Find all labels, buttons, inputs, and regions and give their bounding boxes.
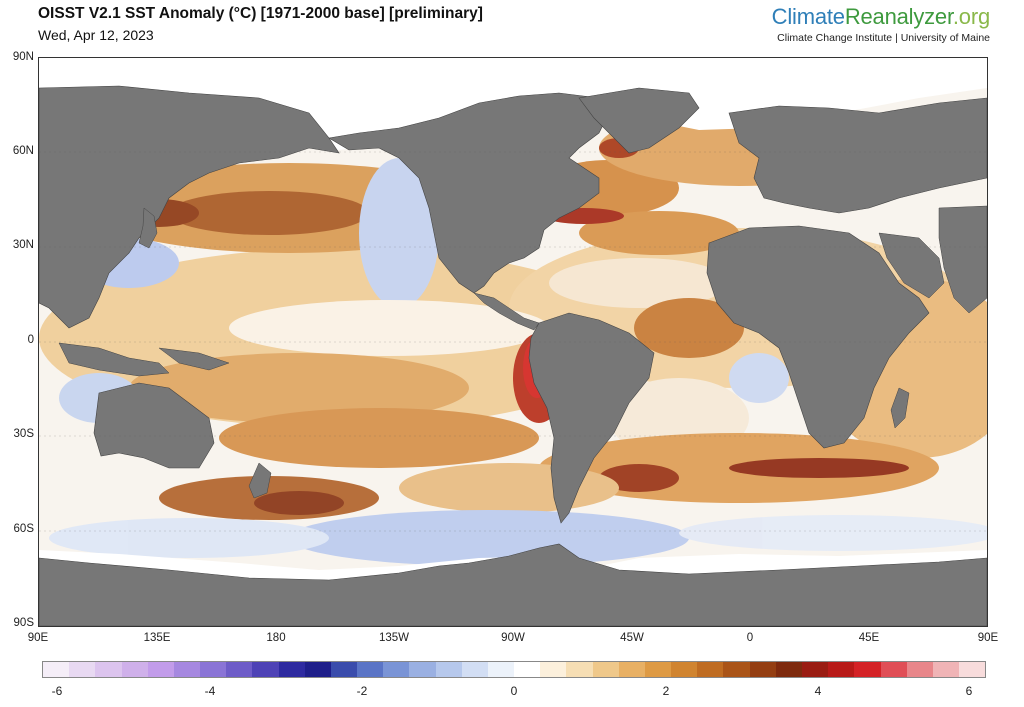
colorbar-swatch: [226, 662, 253, 677]
colorbar-swatch: [95, 662, 122, 677]
colorbar-swatch: [618, 662, 645, 677]
new-guinea: [158, 347, 230, 371]
graticule: [39, 151, 987, 532]
colorbar-swatch: [69, 662, 96, 677]
colorbar-swatch: [43, 662, 70, 677]
colorbar-tick-neg2: -2: [356, 684, 368, 698]
maritime-continent: [58, 342, 170, 377]
colorbar-swatch: [173, 662, 201, 677]
lon-label-45w: 45W: [620, 632, 644, 644]
lon-label-90w: 90W: [501, 632, 525, 644]
colorbar-swatch: [304, 662, 331, 677]
colorbar-swatch: [409, 662, 436, 677]
colorbar-swatch: [671, 662, 698, 677]
lon-label-90e-right: 90E: [977, 632, 999, 644]
south-asia: [938, 205, 987, 314]
lon-label-90e: 90E: [27, 632, 49, 644]
colorbar-swatch: [828, 662, 855, 677]
map-canvas: [39, 58, 987, 626]
colorbar-swatch: [357, 662, 384, 677]
colorbar-swatch: [723, 662, 750, 677]
colorbar-swatch: [959, 662, 986, 677]
brand-part-reanalyzer: Reanalyzer: [844, 4, 953, 29]
brand-wordmark: ClimateReanalyzer.org: [771, 4, 991, 30]
colorbar-swatch: [147, 662, 174, 677]
asia-east: [39, 85, 340, 329]
brand-subtitle: Climate Change Institute | University of…: [777, 32, 990, 44]
lat-label-0: 0: [27, 334, 34, 346]
greenland: [578, 87, 700, 154]
colorbar-swatch: [749, 662, 776, 677]
brand-logo[interactable]: ClimateReanalyzer.org Climate Change Ins…: [771, 4, 991, 44]
africa: [706, 225, 930, 449]
lat-label-30n: 30N: [12, 239, 34, 251]
brand-part-climate: Climate: [771, 4, 845, 29]
colorbar-swatch: [461, 662, 488, 677]
colorbar-swatch: [644, 662, 672, 677]
lat-label-90s: 90S: [13, 617, 34, 629]
north-america: [328, 92, 610, 294]
brand-part-org: .org: [952, 4, 990, 29]
antarctica: [39, 543, 987, 626]
colorbar-swatch: [278, 662, 305, 677]
colorbar-swatch: [540, 662, 567, 677]
lat-label-60n: 60N: [12, 145, 34, 157]
colorbar-swatch: [775, 662, 802, 677]
japan: [138, 207, 158, 249]
colorbar-swatch: [121, 662, 148, 677]
colorbar-swatch: [383, 662, 410, 677]
map-date: Wed, Apr 12, 2023: [38, 27, 154, 43]
colorbar-tick-4: 4: [814, 684, 822, 698]
colorbar-tick-neg4: -4: [204, 684, 216, 698]
lon-label-135w: 135W: [378, 632, 410, 644]
colorbar-tick-0: 0: [510, 684, 518, 698]
eurasia-north: [728, 97, 987, 214]
colorbar-swatch: [330, 662, 358, 677]
colorbar-swatch: [880, 662, 907, 677]
colorbar-legend: [42, 661, 986, 678]
lon-label-0: 0: [746, 632, 754, 644]
colorbar-swatch: [592, 662, 619, 677]
colorbar-swatch: [932, 662, 960, 677]
colorbar-swatch: [435, 662, 462, 677]
lat-label-30s: 30S: [13, 428, 34, 440]
lon-label-180: 180: [266, 632, 286, 644]
australia: [93, 382, 215, 469]
colorbar-swatch: [906, 662, 933, 677]
colorbar-swatch: [200, 662, 227, 677]
colorbar-swatch: [514, 662, 541, 677]
colorbar-tick-neg6: -6: [51, 684, 63, 698]
lon-label-135e: 135E: [143, 632, 171, 644]
colorbar-tick-2: 2: [662, 684, 670, 698]
colorbar-swatch: [854, 662, 881, 677]
lat-label-90n: 90N: [12, 51, 34, 63]
colorbar-swatch: [801, 662, 829, 677]
south-america: [528, 312, 655, 524]
arabian-peninsula: [878, 232, 945, 299]
central-america: [473, 292, 540, 331]
sst-anomaly-map[interactable]: [38, 57, 988, 627]
colorbar-swatch: [566, 662, 593, 677]
new-zealand: [248, 462, 272, 499]
colorbar-swatch: [487, 662, 515, 677]
lat-label-60s: 60S: [13, 523, 34, 535]
map-title: OISST V2.1 SST Anomaly (°C) [1971-2000 b…: [38, 5, 483, 22]
colorbar-swatch: [252, 662, 279, 677]
colorbar-swatch: [697, 662, 724, 677]
lon-label-45e: 45E: [858, 632, 880, 644]
colorbar-tick-6: 6: [965, 684, 973, 698]
madagascar: [890, 387, 910, 429]
